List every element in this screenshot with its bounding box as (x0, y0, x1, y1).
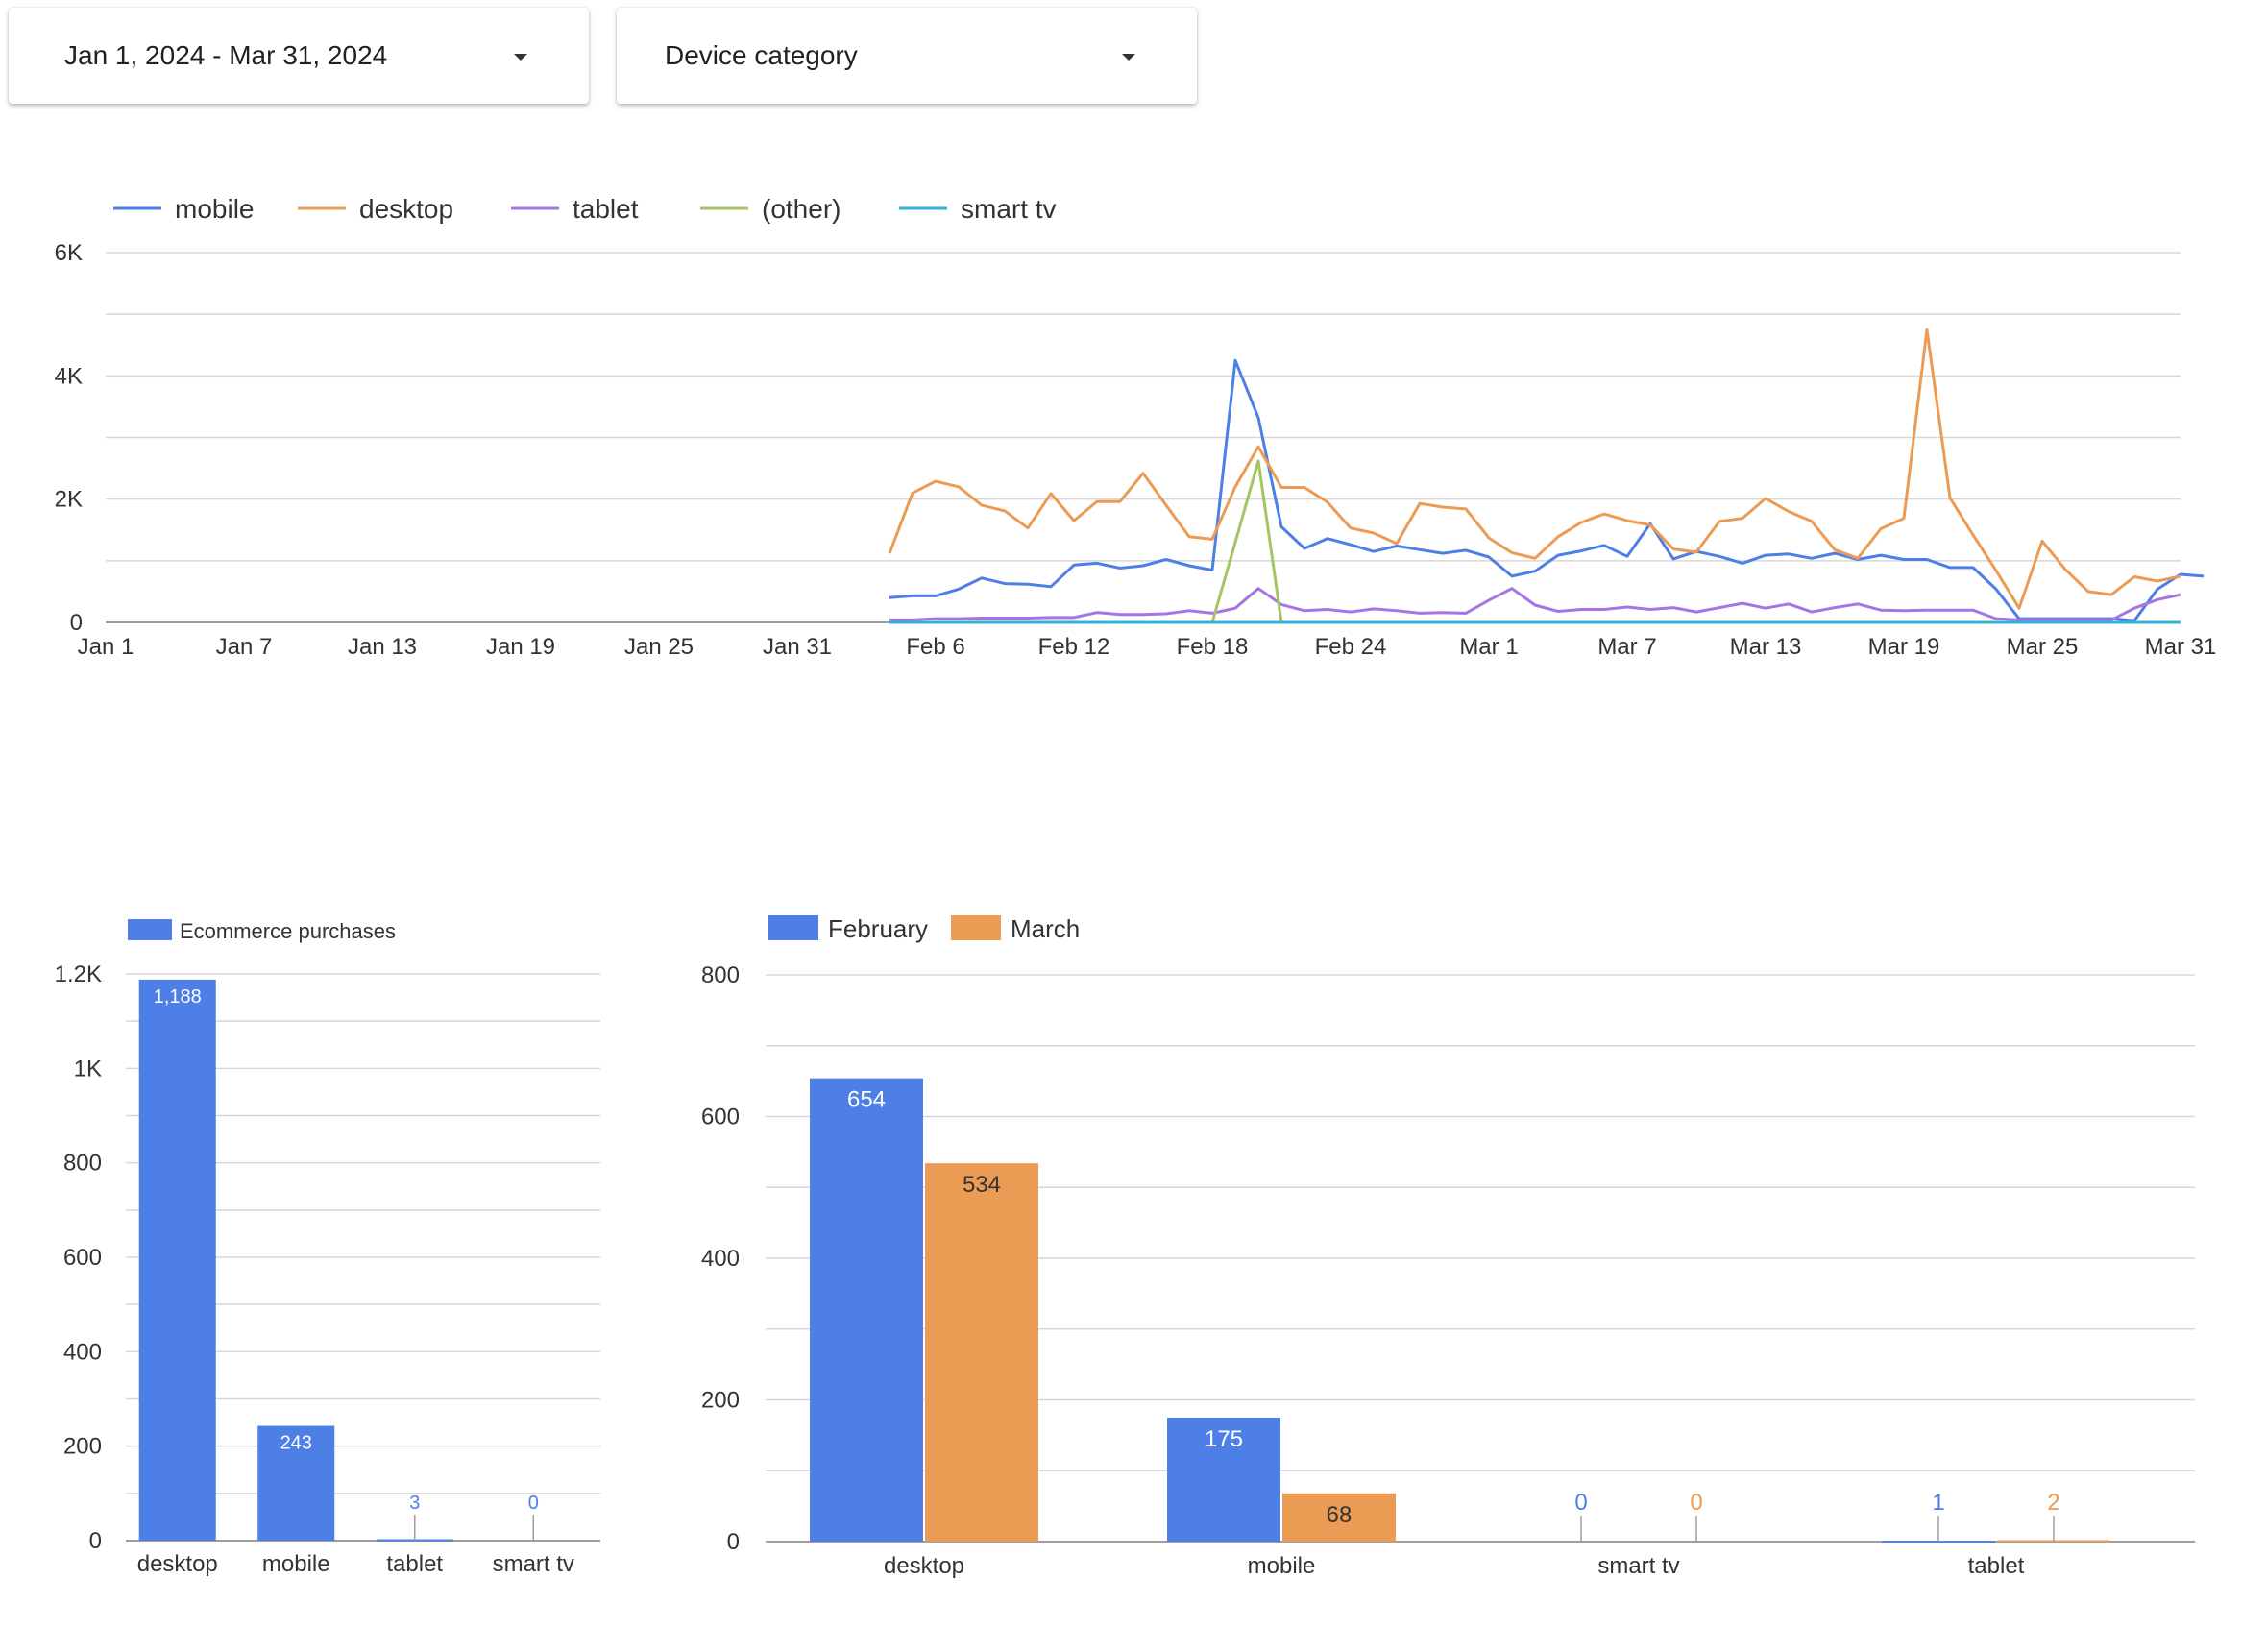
bar (138, 979, 216, 1541)
legend-label: desktop (359, 194, 453, 224)
bar-value-label: 0 (528, 1493, 539, 1514)
x-tick-label: Mar 1 (1459, 634, 1518, 660)
x-tick-label: mobile (262, 1551, 330, 1577)
y-tick-label: 800 (63, 1151, 102, 1177)
chevron-down-icon (1122, 54, 1135, 61)
bar-value-label: 243 (280, 1433, 312, 1454)
x-tick-label: Jan 7 (216, 634, 273, 660)
x-tick-label: Mar 25 (2007, 634, 2079, 660)
series-line-mobile (889, 358, 2205, 622)
bar (810, 1078, 923, 1542)
x-tick-label: Jan 19 (486, 634, 555, 660)
x-tick-label: desktop (884, 1553, 964, 1579)
bar-value-label: 654 (847, 1087, 886, 1113)
bar (1282, 1493, 1396, 1542)
legend-label: mobile (175, 194, 254, 224)
y-tick-label: 1.2K (55, 961, 102, 987)
y-tick-label: 600 (701, 1105, 740, 1130)
bar-value-label: 0 (1574, 1490, 1587, 1516)
bar-value-label: 534 (963, 1172, 1001, 1198)
bar-value-label: 68 (1327, 1502, 1353, 1528)
legend-swatch (768, 915, 818, 940)
x-tick-label: Mar 7 (1597, 634, 1656, 660)
legend-label: (other) (762, 194, 841, 224)
legend-label: February (828, 914, 928, 943)
bar (1167, 1417, 1280, 1542)
date-range-picker[interactable]: Jan 1, 2024 - Mar 31, 2024 (9, 8, 589, 104)
x-tick-label: Mar 19 (1868, 634, 1940, 660)
x-tick-label: Jan 25 (624, 634, 694, 660)
bar-value-label: 175 (1205, 1426, 1243, 1452)
bar-value-label: 1 (1932, 1490, 1944, 1516)
dimension-selector[interactable]: Device category (617, 8, 1197, 104)
bar (257, 1425, 335, 1541)
y-tick-label: 2K (55, 487, 83, 513)
x-tick-label: mobile (1248, 1553, 1316, 1579)
bar (1882, 1541, 1995, 1543)
x-tick-label: desktop (137, 1551, 218, 1577)
series-line-desktop (888, 328, 2181, 610)
y-tick-label: 800 (701, 962, 740, 988)
x-tick-label: Mar 31 (2145, 634, 2217, 660)
bar (925, 1163, 1038, 1542)
purchases-bar-chart: 0 200 400 600 800 1K 1.2K Ecommerce purchases 1,… (55, 919, 600, 1577)
series-line-other (1210, 459, 1283, 623)
y-tick-label: 200 (701, 1388, 740, 1414)
legend-swatch (951, 915, 1001, 940)
y-tick-label: 1K (74, 1056, 102, 1081)
x-tick-label: Feb 18 (1177, 634, 1249, 660)
x-tick-label: Feb 12 (1038, 634, 1110, 660)
x-tick-label: smart tv (493, 1551, 574, 1577)
bar-value-label: 1,188 (154, 986, 202, 1008)
x-tick-label: Jan 31 (763, 634, 832, 660)
x-tick-label: Feb 6 (906, 634, 964, 660)
x-tick-label: Jan 1 (78, 634, 134, 660)
legend-label: smart tv (961, 194, 1057, 224)
y-tick-label: 400 (701, 1246, 740, 1272)
y-tick-label: 0 (70, 610, 83, 636)
legend-label: Ecommerce purchases (180, 919, 396, 943)
bar-value-label: 2 (2047, 1490, 2059, 1516)
x-tick-label: tablet (1968, 1553, 2025, 1579)
y-tick-label: 200 (63, 1434, 102, 1460)
legend-swatch (128, 919, 172, 940)
x-tick-label: tablet (386, 1551, 443, 1577)
x-tick-label: Jan 13 (348, 634, 417, 660)
bar-value-label: 3 (409, 1493, 420, 1514)
legend-label: tablet (573, 194, 639, 224)
legend-label: March (1011, 914, 1080, 943)
series-line-tablet (889, 587, 2181, 621)
y-tick-label: 400 (63, 1339, 102, 1365)
x-tick-label: Feb 24 (1315, 634, 1387, 660)
y-tick-label: 4K (55, 363, 83, 389)
x-tick-label: Mar 13 (1730, 634, 1802, 660)
dimension-label: Device category (665, 40, 858, 70)
bar-value-label: 0 (1690, 1490, 1702, 1516)
y-tick-label: 6K (55, 240, 83, 266)
y-tick-label: 600 (63, 1245, 102, 1271)
y-tick-label: 0 (89, 1528, 102, 1554)
y-tick-label: 0 (727, 1529, 740, 1555)
line-chart: 0 2K 4K 6K Jan 1 Jan 7 Jan 13 Jan 19 Jan 25 Jan 3… (55, 194, 2217, 660)
x-tick-label: smart tv (1597, 1553, 1679, 1579)
chevron-down-icon (514, 54, 527, 61)
date-range-label: Jan 1, 2024 - Mar 31, 2024 (64, 40, 388, 70)
